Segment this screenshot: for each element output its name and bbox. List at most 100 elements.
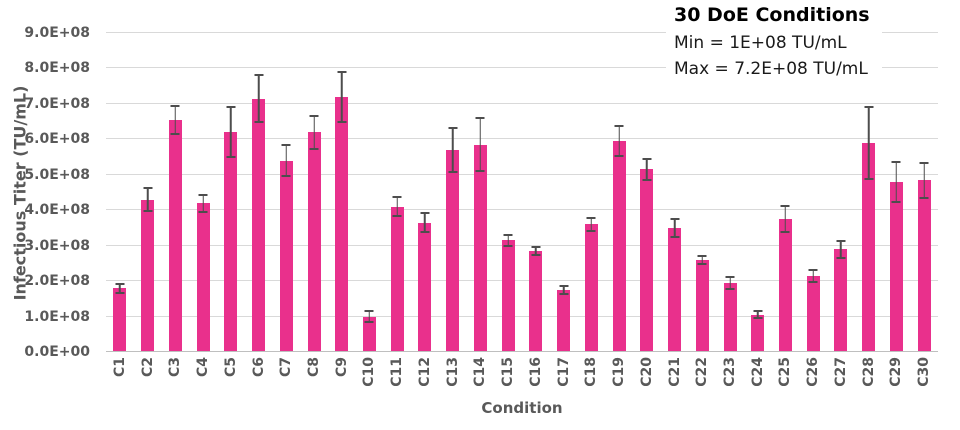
- error-bar-C27: [836, 239, 846, 259]
- error-bar-C4: [198, 193, 208, 213]
- x-tick-label-C19: C19: [611, 357, 628, 387]
- x-tick-slot: C5: [217, 357, 245, 401]
- x-axis-title: Condition: [481, 399, 563, 417]
- bar-C14: [473, 144, 487, 352]
- bar-series: [106, 33, 938, 352]
- bar-C26: [806, 275, 820, 352]
- x-tick-label-C17: C17: [555, 357, 572, 387]
- bar-C7: [279, 160, 293, 352]
- x-tick-label-C29: C29: [888, 357, 905, 387]
- bar-C15: [501, 240, 515, 352]
- bar-slot-C28: [855, 33, 883, 352]
- bar-C21: [668, 227, 682, 352]
- x-tick-label-C15: C15: [500, 357, 517, 387]
- gridline: [106, 32, 938, 33]
- bar-slot-C6: [245, 33, 273, 352]
- x-axis-labels: C1 C2 C3 C4 C5 C6 C7 C8 C9 C10 C11 C12 C13 C14 C15 C16 C…: [106, 357, 938, 401]
- error-bar-C20: [642, 158, 652, 181]
- error-bar-C30: [919, 161, 929, 199]
- error-bar-C14: [475, 117, 485, 173]
- bar-slot-C27: [827, 33, 855, 352]
- error-bar-C22: [697, 254, 707, 266]
- bar-C30: [917, 180, 931, 352]
- bar-slot-C17: [550, 33, 578, 352]
- bar-C16: [529, 250, 543, 352]
- bar-C19: [612, 141, 626, 352]
- error-bar-C6: [254, 74, 264, 123]
- bar-slot-C26: [799, 33, 827, 352]
- bar-C4: [196, 203, 210, 352]
- x-tick-label-C3: C3: [167, 357, 184, 378]
- x-tick-slot: C12: [411, 357, 439, 401]
- x-tick-slot: C2: [134, 357, 162, 401]
- x-tick-label-C8: C8: [306, 357, 322, 378]
- bar-slot-C15: [494, 33, 522, 352]
- bar-slot-C24: [744, 33, 772, 352]
- error-bar-C15: [503, 233, 513, 247]
- bar-C22: [695, 259, 709, 352]
- x-tick-label-C11: C11: [389, 357, 406, 387]
- x-tick-slot: C7: [272, 357, 300, 401]
- x-tick-label-C2: C2: [139, 357, 156, 378]
- bar-slot-C8: [300, 33, 328, 352]
- y-tick-label: 9.0E+08: [24, 25, 90, 41]
- x-tick-label-C16: C16: [527, 357, 544, 387]
- x-tick-slot: C22: [688, 357, 716, 401]
- bar-slot-C11: [383, 33, 411, 352]
- bar-C12: [418, 222, 432, 352]
- x-tick-slot: C11: [383, 357, 411, 401]
- x-tick-slot: C17: [550, 357, 578, 401]
- bar-slot-C18: [577, 33, 605, 352]
- x-tick-slot: C29: [883, 357, 911, 401]
- y-tick-label: 1.0E+08: [24, 308, 90, 325]
- x-tick-label-C20: C20: [638, 357, 655, 387]
- x-tick-label-C14: C14: [472, 357, 489, 387]
- bar-slot-C10: [356, 33, 384, 352]
- bar-C18: [584, 224, 598, 352]
- error-bar-C10: [364, 310, 374, 323]
- error-bar-C28: [864, 105, 874, 181]
- x-tick-label-C28: C28: [860, 357, 877, 387]
- x-tick-slot: C13: [439, 357, 467, 401]
- plot-area: [106, 32, 938, 352]
- x-tick-slot: C19: [605, 357, 633, 401]
- error-bar-C23: [725, 275, 735, 290]
- gridline: [106, 67, 938, 69]
- x-tick-slot: C30: [910, 357, 938, 401]
- error-bar-C7: [281, 144, 291, 177]
- bar-C17: [557, 289, 571, 352]
- bar-slot-C5: [217, 33, 245, 352]
- error-bar-C26: [808, 268, 818, 283]
- bar-slot-C2: [134, 33, 162, 352]
- bar-slot-C29: [883, 33, 911, 352]
- bar-slot-C13: [439, 33, 467, 352]
- error-bar-C2: [143, 187, 153, 212]
- bar-slot-C3: [161, 33, 189, 352]
- error-bar-C25: [780, 204, 790, 234]
- y-tick-label: 5.0E+08: [24, 166, 90, 183]
- bar-C28: [862, 142, 876, 352]
- bar-slot-C1: [106, 33, 134, 352]
- x-tick-label-C10: C10: [361, 357, 378, 387]
- x-tick-label-C22: C22: [694, 357, 711, 387]
- bar-slot-C16: [522, 33, 550, 352]
- error-bar-C1: [115, 282, 125, 294]
- x-tick-slot: C23: [716, 357, 744, 401]
- x-tick-slot: C18: [577, 357, 605, 401]
- x-tick-slot: C3: [161, 357, 189, 401]
- bar-C27: [834, 249, 848, 352]
- x-tick-label-C1: C1: [111, 357, 128, 378]
- bar-C20: [640, 169, 654, 352]
- bar-C1: [113, 288, 127, 352]
- x-tick-label-C30: C30: [916, 357, 933, 387]
- y-tick-label: 6.0E+08: [24, 131, 90, 148]
- error-bar-C18: [586, 217, 596, 232]
- x-tick-label-C4: C4: [195, 357, 212, 378]
- gridline: [106, 280, 938, 282]
- error-bar-C5: [226, 106, 236, 159]
- x-tick-slot: C25: [772, 357, 800, 401]
- x-axis-line: [106, 351, 938, 352]
- y-tick-label: 4.0E+08: [24, 202, 90, 219]
- annotation-min-value: Min = 1E+08 TU/mL: [674, 33, 847, 53]
- chart-title: 30 DoE Conditions: [674, 4, 870, 26]
